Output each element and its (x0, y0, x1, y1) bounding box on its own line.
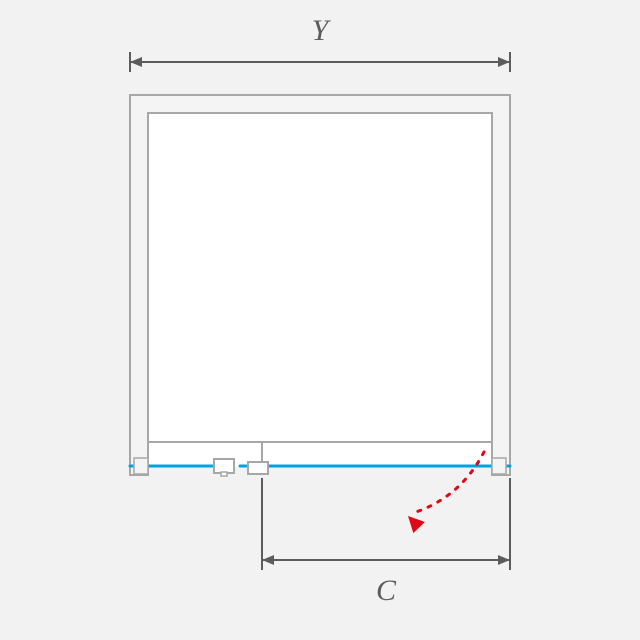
hardware-0-tab (221, 472, 227, 476)
hinge-1 (492, 458, 506, 474)
inner-area (148, 113, 492, 467)
hinge-0 (134, 458, 148, 474)
hardware-1 (248, 462, 268, 474)
dim-bottom-label: C (376, 574, 397, 607)
hardware-0 (214, 459, 234, 473)
